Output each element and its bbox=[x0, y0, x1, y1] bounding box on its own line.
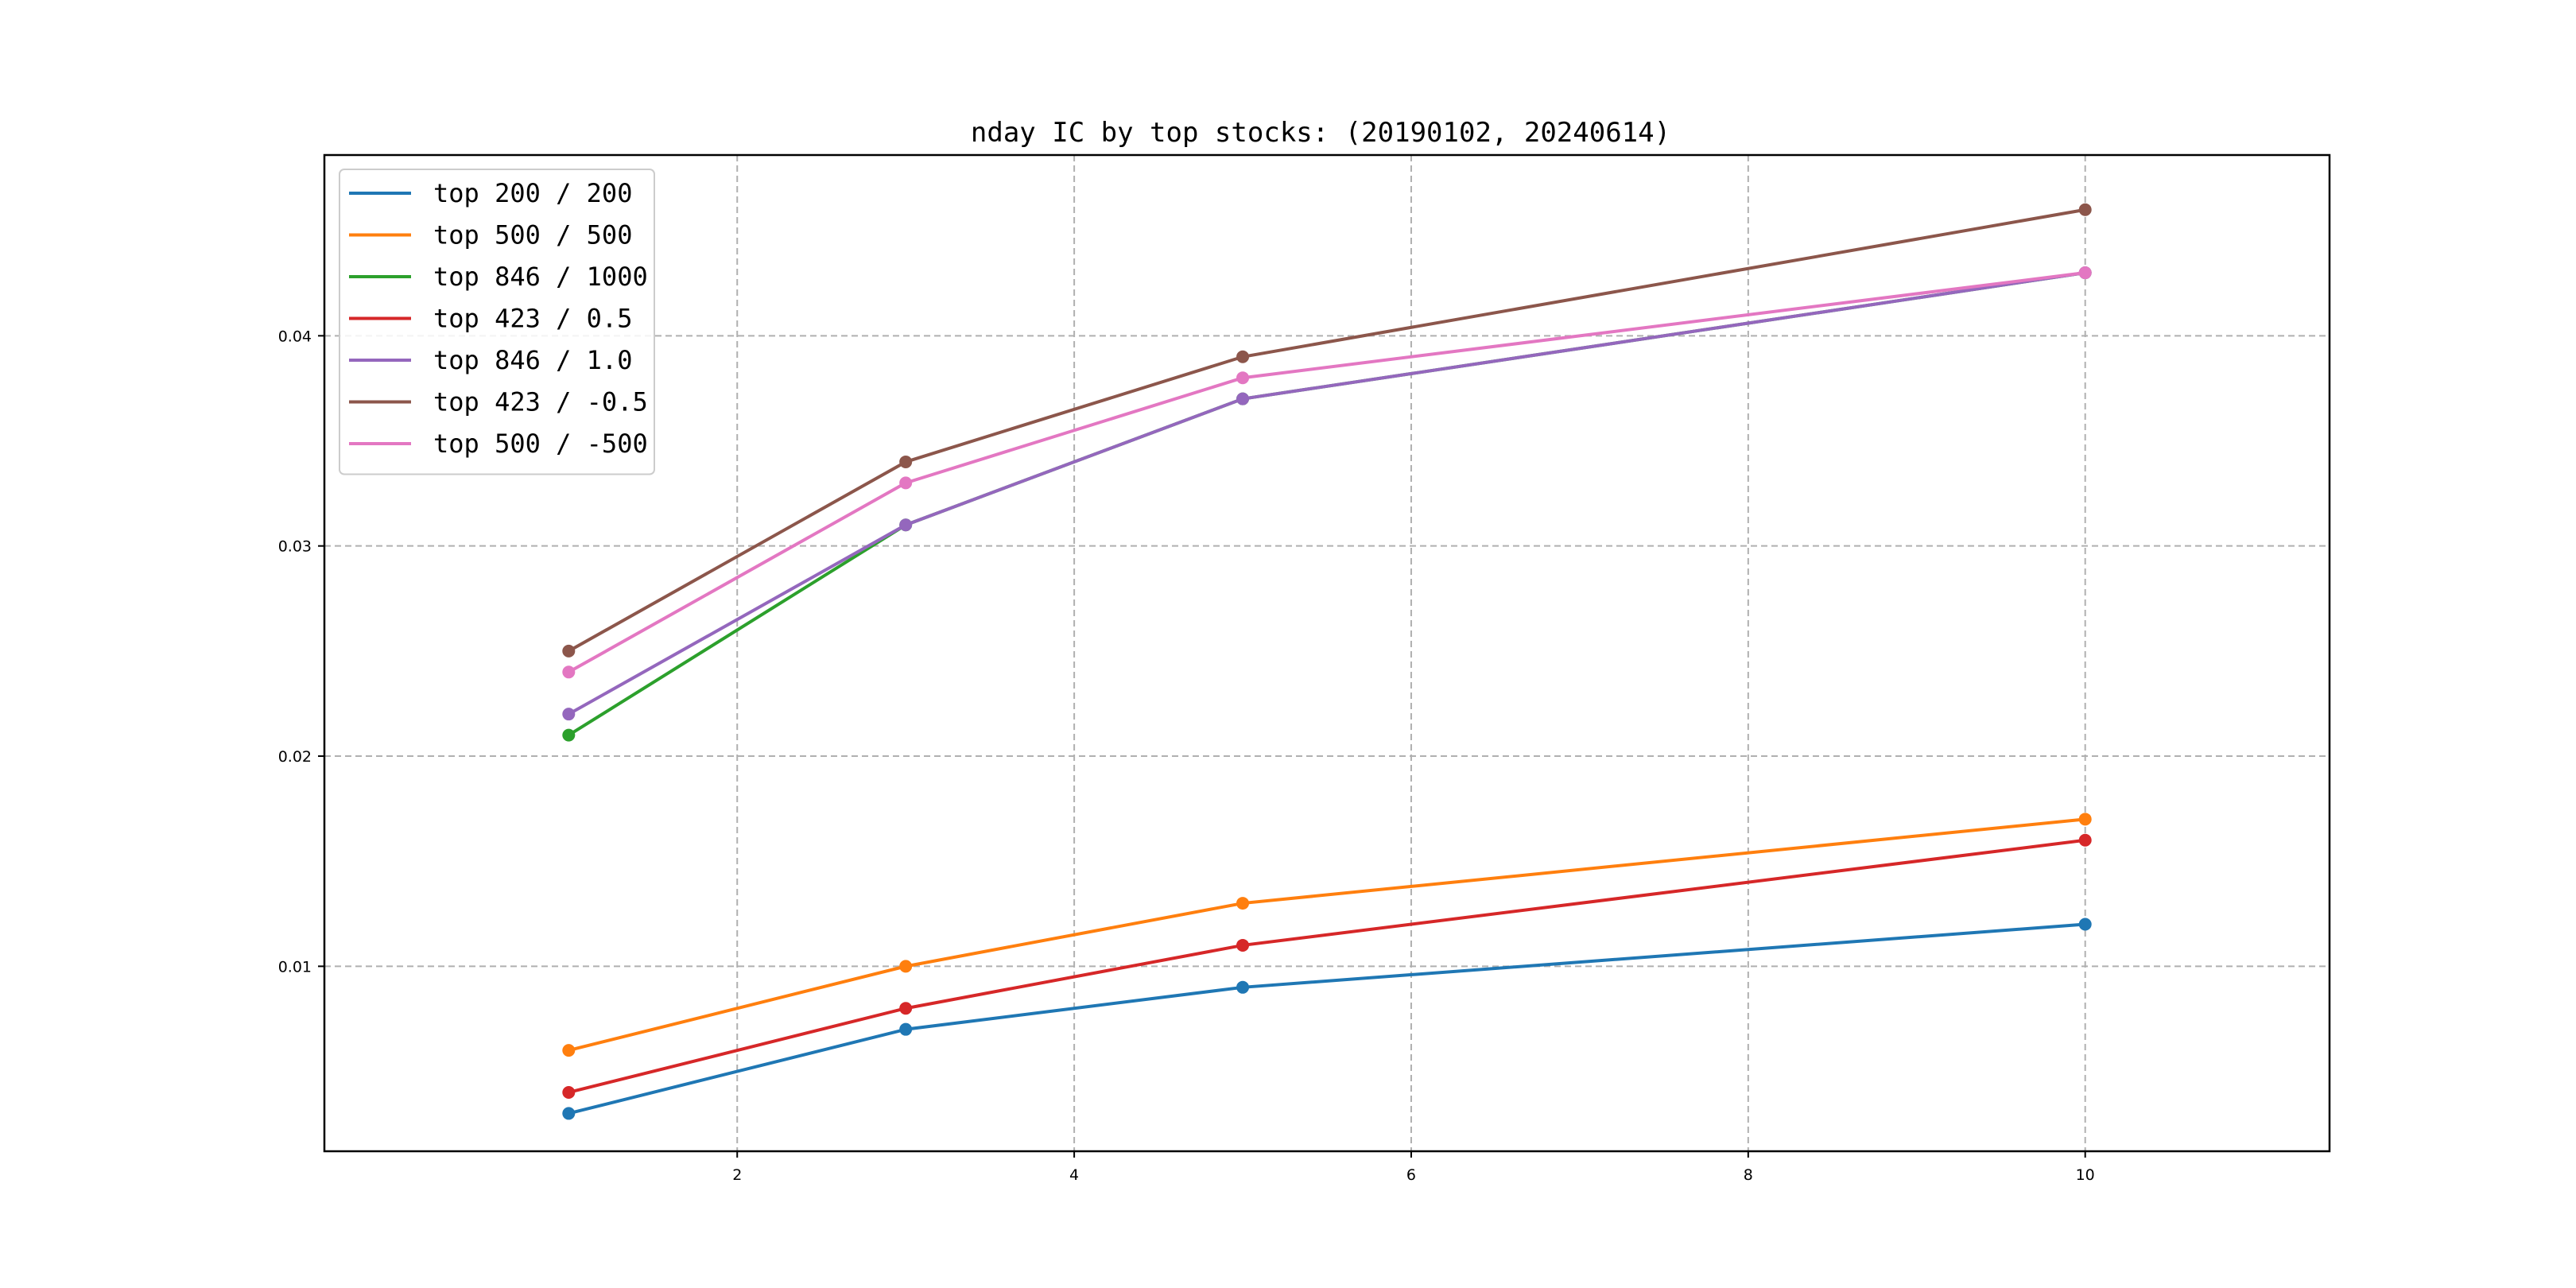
series-3 bbox=[562, 833, 2092, 1099]
legend-label: top 846 / 1.0 bbox=[433, 345, 632, 375]
data-point bbox=[1236, 350, 1250, 363]
data-point bbox=[562, 728, 576, 742]
data-point bbox=[562, 1085, 576, 1099]
data-point bbox=[899, 518, 913, 532]
legend-label: top 423 / 0.5 bbox=[433, 304, 632, 334]
y-tick-label: 0.04 bbox=[278, 328, 312, 345]
y-tick-label: 0.02 bbox=[278, 748, 312, 766]
data-point bbox=[2078, 833, 2092, 847]
x-tick-label: 2 bbox=[732, 1166, 742, 1184]
x-tick-label: 8 bbox=[1744, 1166, 1753, 1184]
data-point bbox=[899, 455, 913, 468]
plot-area-frame bbox=[323, 153, 2331, 1153]
data-point bbox=[2078, 813, 2092, 826]
y-axis: 0.01 0.02 0.03 0.04 bbox=[278, 328, 324, 976]
series-line bbox=[568, 271, 2085, 716]
legend-box bbox=[339, 169, 655, 475]
series-group bbox=[562, 203, 2092, 1120]
series-line bbox=[568, 817, 2085, 1053]
legend-label: top 200 / 200 bbox=[433, 178, 632, 208]
legend-item: top 846 / 1.0 bbox=[349, 345, 632, 375]
data-point bbox=[562, 708, 576, 721]
data-point bbox=[1236, 371, 1250, 385]
series-line bbox=[568, 271, 2085, 674]
legend: top 200 / 200 top 500 / 500 top 846 / 1000… bbox=[339, 169, 655, 475]
data-point bbox=[2078, 918, 2092, 931]
series-line bbox=[568, 208, 2086, 653]
data-point bbox=[2078, 203, 2092, 216]
legend-item: top 500 / -500 bbox=[349, 429, 648, 459]
y-tick-label: 0.01 bbox=[278, 958, 312, 976]
data-point bbox=[562, 1107, 576, 1120]
chart-title: nday IC by top stocks: (20190102, 202406… bbox=[971, 117, 1670, 149]
legend-item: top 423 / -0.5 bbox=[349, 387, 648, 417]
data-point bbox=[899, 1002, 913, 1015]
series-1 bbox=[562, 813, 2092, 1057]
data-point bbox=[1236, 980, 1250, 994]
series-0 bbox=[562, 918, 2092, 1120]
legend-item: top 846 / 1000 bbox=[349, 262, 648, 292]
data-point bbox=[899, 960, 913, 973]
series-line bbox=[568, 838, 2085, 1094]
legend-label: top 423 / -0.5 bbox=[433, 387, 648, 417]
series-6 bbox=[562, 266, 2092, 679]
x-tick-label: 6 bbox=[1406, 1166, 1416, 1184]
y-tick-label: 0.03 bbox=[278, 538, 312, 556]
x-axis: 2 4 6 8 10 bbox=[732, 1151, 2095, 1184]
grid bbox=[324, 155, 2330, 1151]
data-point bbox=[1236, 897, 1250, 910]
legend-item: top 423 / 0.5 bbox=[349, 304, 632, 334]
data-point bbox=[2078, 266, 2092, 280]
data-point bbox=[562, 644, 576, 658]
x-tick-label: 4 bbox=[1069, 1166, 1079, 1184]
data-point bbox=[1236, 392, 1250, 405]
data-point bbox=[899, 476, 913, 490]
data-point bbox=[562, 665, 576, 679]
data-point bbox=[562, 1044, 576, 1057]
series-5 bbox=[562, 203, 2092, 658]
legend-item: top 500 / 500 bbox=[349, 220, 632, 250]
legend-label: top 500 / -500 bbox=[433, 429, 648, 459]
data-point bbox=[1236, 938, 1250, 952]
legend-item: top 200 / 200 bbox=[349, 178, 632, 208]
x-tick-label: 10 bbox=[2076, 1166, 2095, 1184]
legend-label: top 846 / 1000 bbox=[433, 262, 648, 292]
legend-label: top 500 / 500 bbox=[433, 220, 632, 250]
series-line bbox=[568, 922, 2085, 1115]
data-point bbox=[899, 1022, 913, 1036]
